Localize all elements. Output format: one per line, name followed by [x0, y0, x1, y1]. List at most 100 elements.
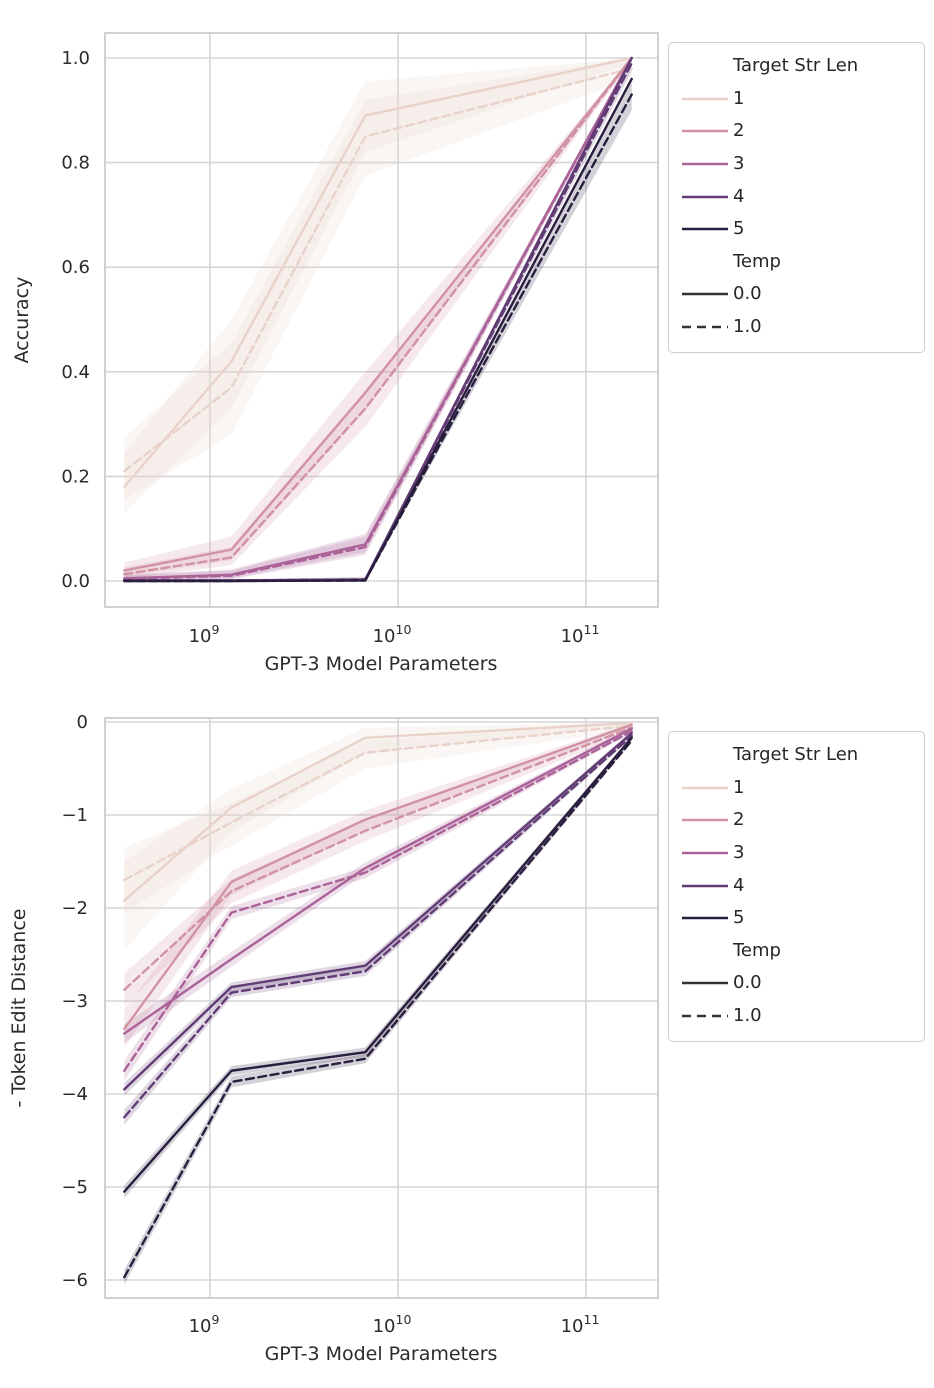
ytick-label: −3: [61, 991, 88, 1012]
series-len1-temp1.0: [123, 67, 633, 473]
legend-swatch: [669, 784, 733, 792]
ytick-label: 0: [77, 712, 88, 733]
edit-distance-xtick-labels: 109 1010 1011: [189, 1312, 600, 1337]
ytick-label: 0.8: [61, 153, 90, 174]
legend-swatch: [669, 882, 733, 890]
accuracy-ytick-labels: 0.0 0.2 0.4 0.6 0.8 1.0: [61, 48, 90, 592]
legend-entry-len-3-label: 3: [733, 842, 745, 864]
legend-entry-len-4: 4: [669, 869, 924, 902]
legend-swatch: [669, 979, 733, 987]
ytick-label: 1.0: [61, 48, 90, 69]
accuracy-ci-bands: [124, 58, 632, 581]
legend-entry-len-2: 2: [669, 804, 924, 837]
series-len3-temp0.0: [123, 727, 633, 1035]
series-len1-temp0.0: [123, 721, 633, 902]
legend-entry-temp-1.0-label: 1.0: [733, 1005, 762, 1027]
legend-swatch-line-icon: [682, 293, 728, 296]
legend-title-label: Target Str Len: [733, 55, 859, 77]
series-len2-temp0.0: [123, 723, 633, 1031]
legend-swatch-line-icon: [682, 195, 728, 198]
legend-swatch: [669, 290, 733, 298]
legend-entry-len-3: 3: [669, 837, 924, 870]
legend-swatch: [669, 193, 733, 201]
ci-band-len1-temp0.0: [124, 722, 632, 950]
legend-entry-len-2-label: 2: [733, 809, 745, 831]
legend-swatch: [669, 95, 733, 103]
ytick-label: 0.4: [61, 362, 90, 383]
edit-distance-series-lines: [123, 721, 633, 1279]
series-len4-temp1.0: [123, 734, 633, 1119]
legend-swatch: [669, 849, 733, 857]
legend-entry-len-4-label: 4: [733, 185, 745, 207]
legend-swatch: [669, 225, 733, 233]
legend-entry-len-1-label: 1: [733, 776, 745, 798]
ytick-label: −4: [61, 1084, 88, 1105]
legend-entry-temp-1.0: 1.0: [669, 311, 924, 344]
legend-bottom: Target Str Len 1 2 3 4 5 Temp 0.0 1.0: [668, 731, 925, 1043]
edit-distance-chart: 0 −1 −2 −3 −4 −5 −6 109 1010 1011 GPT-3 Model Pa…: [8, 712, 659, 1365]
xtick-label: 1010: [373, 622, 412, 647]
legend-swatch: [669, 1012, 733, 1020]
legend-swatch-line-icon: [682, 162, 728, 166]
legend-entry-len-2-label: 2: [733, 120, 745, 142]
legend-swatch-line-icon: [682, 884, 728, 887]
xtick-label: 1011: [561, 622, 600, 647]
xtick-label: 109: [189, 622, 220, 647]
legend-top: Target Str Len 1 2 3 4 5 Temp 0.0 1.0: [668, 42, 925, 354]
legend-title-label: Target Str Len: [733, 744, 859, 766]
legend-entry-len-5-label: 5: [733, 218, 745, 240]
series-len2-temp1.0: [123, 56, 633, 576]
series-len5-temp1.0: [123, 739, 633, 1279]
series-len5-temp0.0: [123, 736, 633, 1193]
legend-swatch-line-icon: [682, 130, 728, 133]
series-len3-temp1.0: [123, 56, 633, 581]
legend-entry-len-3-label: 3: [733, 153, 745, 175]
accuracy-xaxis-label: GPT-3 Model Parameters: [265, 653, 498, 675]
accuracy-chart: 0.0 0.2 0.4 0.6 0.8 1.0 109 1010 1011 GPT-3 Mod…: [11, 32, 659, 675]
legend-entry-temp-0.0-label: 0.0: [733, 972, 762, 994]
legend-entry-temp-1.0: 1.0: [669, 1000, 924, 1033]
legend-swatch: [669, 127, 733, 135]
ytick-label: 0.2: [61, 466, 90, 487]
legend-swatch: [669, 914, 733, 922]
accuracy-xtick-labels: 109 1010 1011: [189, 622, 600, 647]
legend-entry-len-1: 1: [669, 772, 924, 805]
accuracy-yaxis-label: Accuracy: [11, 277, 33, 364]
accuracy-series-lines: [123, 56, 633, 583]
series-len3-temp1.0: [123, 730, 633, 1072]
legend-title: Target Str Len: [669, 50, 924, 83]
legend-temp-title: Temp: [669, 246, 924, 279]
legend-title: Target Str Len: [669, 739, 924, 772]
edit-distance-plot-frame: [104, 717, 659, 1299]
legend-entry-len-5: 5: [669, 213, 924, 246]
series-len1-temp1.0: [123, 724, 633, 882]
legend-swatch: [669, 160, 733, 168]
legend-temp-title: Temp: [669, 935, 924, 968]
legend-swatch-line-icon: [682, 1014, 728, 1018]
legend-entry-len-4-label: 4: [733, 874, 745, 896]
legend-temp-title-label: Temp: [733, 250, 781, 272]
ci-band-len1-temp1.0: [124, 722, 632, 913]
legend-swatch-line-icon: [682, 325, 728, 329]
series-len1-temp0.0: [123, 56, 633, 489]
ci-band-len2-temp0.0: [124, 722, 632, 1048]
legend-entry-temp-0.0-label: 0.0: [733, 283, 762, 305]
edit-distance-yaxis-label: - Token Edit Distance: [8, 909, 30, 1108]
legend-swatch-line-icon: [682, 819, 728, 822]
accuracy-plot-frame: [104, 32, 659, 608]
edit-distance-ytick-labels: 0 −1 −2 −3 −4 −5 −6: [61, 712, 88, 1291]
series-len4-temp0.0: [123, 731, 633, 1091]
legend-entry-len-5: 5: [669, 902, 924, 935]
legend-swatch-line-icon: [682, 227, 728, 231]
legend-entry-len-4: 4: [669, 180, 924, 213]
ytick-label: 0.6: [61, 257, 90, 278]
series-len5-temp1.0: [123, 93, 633, 583]
ytick-label: −2: [61, 898, 88, 919]
legend-temp-title-label: Temp: [733, 939, 781, 961]
legend-entry-len-5-label: 5: [733, 907, 745, 929]
legend-swatch-line-icon: [682, 916, 728, 920]
ytick-label: 0.0: [61, 571, 90, 592]
legend-entry-len-3: 3: [669, 148, 924, 181]
